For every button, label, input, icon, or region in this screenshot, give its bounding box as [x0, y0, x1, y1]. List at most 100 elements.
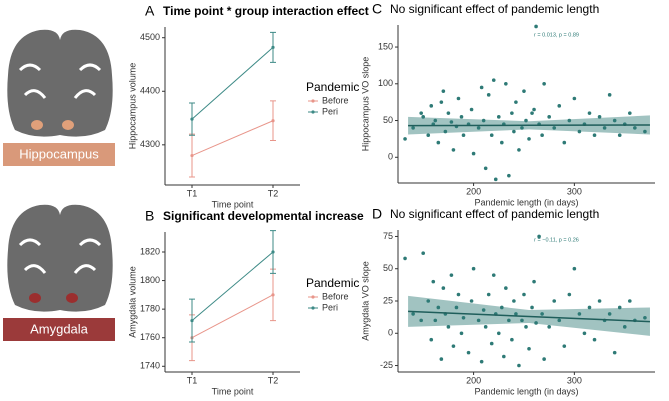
point — [607, 93, 612, 97]
point — [489, 341, 494, 346]
point — [643, 129, 647, 134]
point — [429, 337, 434, 342]
panel-letter: B — [145, 208, 154, 224]
point — [572, 96, 577, 101]
point — [436, 140, 441, 145]
point — [582, 331, 587, 336]
panel-letter: C — [372, 1, 382, 17]
point — [421, 251, 425, 256]
point — [419, 111, 423, 115]
point — [496, 331, 501, 336]
point — [537, 234, 541, 239]
point — [532, 107, 536, 112]
point — [476, 318, 481, 323]
point — [587, 111, 592, 115]
label-box — [3, 318, 115, 341]
x-tick-label: T1 — [187, 188, 198, 198]
x-axis-label: Time point — [212, 199, 254, 209]
point — [530, 111, 534, 115]
point — [403, 137, 407, 141]
point — [567, 118, 572, 123]
point — [271, 250, 275, 254]
point — [612, 350, 617, 355]
point — [643, 315, 647, 320]
point — [481, 118, 486, 123]
point — [527, 137, 531, 141]
point — [446, 325, 451, 329]
point — [451, 148, 456, 152]
y-tick-label: 4400 — [140, 86, 160, 96]
y-tick-label: 75 — [383, 231, 393, 241]
y-tick-label: 0 — [388, 328, 393, 338]
point — [602, 126, 607, 130]
point — [567, 292, 572, 297]
point — [502, 354, 506, 359]
point — [633, 126, 637, 130]
annotation: r = −0.11, p = 0.26 — [534, 237, 579, 243]
point — [504, 286, 508, 290]
point — [449, 273, 454, 277]
x-tick-label: 300 — [567, 186, 582, 196]
y-tick-label: 4300 — [140, 139, 160, 149]
y-tick-label: 1780 — [140, 304, 160, 314]
point — [547, 325, 551, 329]
point — [500, 140, 504, 145]
point — [493, 177, 498, 182]
y-tick-label: 1800 — [140, 275, 160, 285]
chart-title: Time point * group interaction effect — [163, 4, 369, 18]
point — [552, 299, 557, 303]
point — [411, 312, 415, 316]
point — [459, 115, 464, 119]
point — [597, 299, 602, 303]
point — [486, 292, 491, 297]
point — [540, 133, 544, 138]
point — [486, 93, 491, 97]
chart-title: No significant effect of pandemic length — [390, 2, 599, 16]
point — [271, 45, 275, 49]
point — [557, 104, 562, 108]
point — [617, 305, 622, 310]
point — [491, 78, 496, 82]
y-tick-label: -25 — [380, 360, 393, 370]
point — [456, 96, 461, 101]
point — [520, 126, 524, 130]
y-axis-label: Hippocampus VO slope — [360, 57, 370, 152]
point — [500, 305, 504, 310]
point — [441, 89, 446, 93]
point — [411, 126, 415, 130]
point — [562, 344, 567, 348]
point — [522, 89, 526, 93]
y-axis-label: Amygdala VO slope — [360, 261, 370, 341]
point — [628, 111, 632, 115]
point — [522, 292, 526, 297]
point — [557, 318, 562, 323]
point — [449, 120, 454, 124]
series-line — [191, 294, 274, 339]
x-axis-label: Pandemic length (in days) — [474, 197, 578, 207]
y-tick-label: 50 — [383, 115, 393, 125]
y-tick-label: 150 — [378, 41, 393, 51]
point — [534, 24, 538, 29]
point — [592, 133, 597, 138]
series-line — [191, 251, 274, 321]
point — [431, 279, 436, 284]
panel-letter: A — [145, 3, 155, 19]
y-tick-label: 4500 — [140, 32, 160, 42]
point — [540, 312, 544, 316]
chart-title: No significant effect of pandemic length — [390, 207, 599, 221]
point — [552, 126, 557, 130]
point — [507, 173, 511, 178]
point — [483, 325, 488, 329]
y-tick-label: 50 — [383, 263, 393, 273]
legend-label: Before — [322, 95, 349, 105]
fit-line — [408, 310, 650, 323]
x-axis-label: Pandemic length (in days) — [474, 386, 578, 396]
point — [439, 100, 444, 104]
x-tick-label: 300 — [567, 375, 582, 385]
point — [443, 129, 448, 134]
x-tick-label: T2 — [268, 375, 279, 385]
point — [429, 104, 434, 108]
point — [426, 133, 431, 138]
point — [532, 279, 536, 284]
